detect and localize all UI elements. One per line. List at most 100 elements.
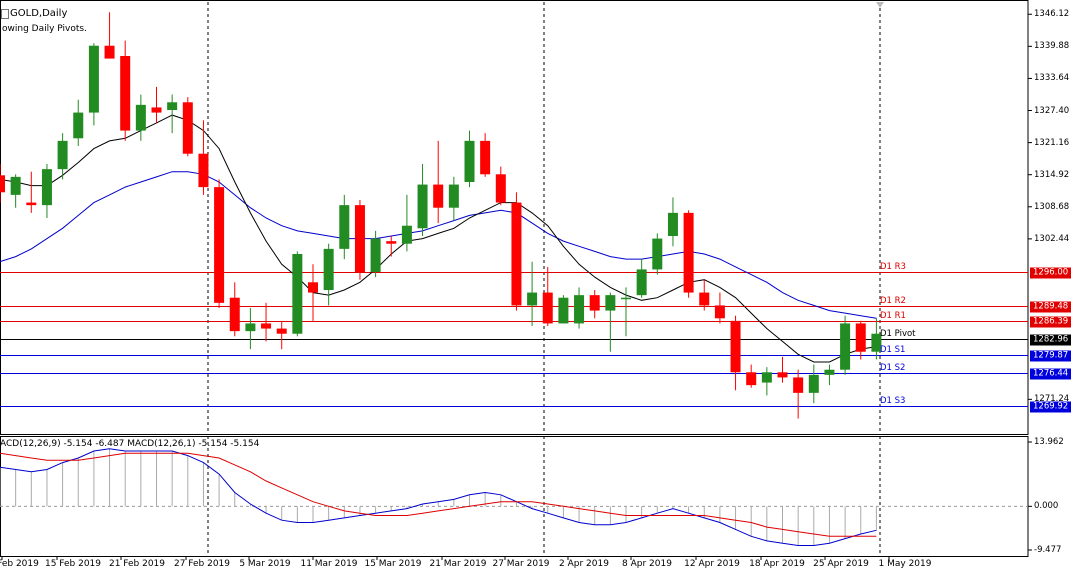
pivot-label: D1 R3 xyxy=(880,261,906,272)
candle-body xyxy=(574,295,585,324)
candle-body xyxy=(480,140,491,175)
candle-body xyxy=(495,174,506,203)
price-tick-label: 1327.40 xyxy=(1034,105,1070,116)
candle-body xyxy=(323,248,334,290)
candle-body xyxy=(683,212,694,293)
pivot-price-tag: 1289.48 xyxy=(1030,301,1071,312)
candle-body xyxy=(151,107,162,113)
candle-body xyxy=(840,323,851,370)
date-tick-label: 27 Mar 2019 xyxy=(492,559,550,569)
chart-shift-marker[interactable] xyxy=(876,2,884,8)
candle-body xyxy=(871,333,882,352)
candle-body xyxy=(808,374,819,393)
candle-body xyxy=(793,377,804,393)
pivot-label: D1 Pivot xyxy=(880,328,916,339)
candle-body xyxy=(417,184,428,229)
candle-body xyxy=(636,269,647,296)
price-tick-label: 1321.16 xyxy=(1034,137,1070,148)
candle-body xyxy=(120,56,131,131)
macd-label: ACD(12,26,9) -5.154 -6.487 MACD(12,26,1)… xyxy=(0,439,260,449)
candle-body xyxy=(527,292,538,306)
candle-body xyxy=(354,205,365,272)
candle-body xyxy=(261,323,272,329)
candle-body xyxy=(245,323,256,332)
macd-signal-line xyxy=(0,452,877,537)
candle-body xyxy=(292,254,303,334)
candle-body xyxy=(167,102,178,110)
candle-body xyxy=(730,320,741,373)
price-tick-label: 1308.68 xyxy=(1034,201,1070,212)
macd-pane-frame xyxy=(0,436,1029,557)
candle-body xyxy=(104,45,115,59)
candle-body xyxy=(589,295,600,311)
pivot-price-tag: 1276.44 xyxy=(1030,368,1071,379)
candle-body xyxy=(370,238,381,272)
candle-body xyxy=(699,292,710,306)
date-tick-label: 25 Apr 2019 xyxy=(813,559,869,569)
price-tick-label: 1314.92 xyxy=(1034,169,1070,180)
date-tick-label: 15 Feb 2019 xyxy=(44,559,102,569)
price-tick-label: 1271.24 xyxy=(1034,394,1070,405)
candle-body xyxy=(542,292,553,324)
pivot-price-tag: 1282.96 xyxy=(1030,334,1071,345)
candle-body xyxy=(26,202,37,206)
date-tick-label: Feb 2019 xyxy=(0,559,39,569)
candle-body xyxy=(714,305,725,319)
candle-body xyxy=(777,372,788,378)
candle-body xyxy=(135,104,146,131)
pivot-price-tag: 1279.87 xyxy=(1030,350,1071,361)
candle-body xyxy=(339,205,350,249)
candle-body xyxy=(511,202,522,306)
candle-body xyxy=(229,297,240,332)
candle-body xyxy=(401,225,412,244)
pivot-price-tag: 1296.00 xyxy=(1030,267,1071,278)
pivot-price-tag: 1286.39 xyxy=(1030,316,1071,327)
candle-body xyxy=(667,212,678,236)
candle-body xyxy=(433,184,444,208)
main-pane-frame xyxy=(0,0,1029,435)
candle-body xyxy=(605,295,616,311)
pivot-label: D1 R1 xyxy=(880,310,906,321)
price-tick-label: 1333.64 xyxy=(1034,73,1070,84)
candle-body xyxy=(10,176,21,195)
candle-body xyxy=(824,369,835,375)
date-tick-label: 21 Feb 2019 xyxy=(108,559,166,569)
candle-body xyxy=(0,175,5,193)
indicator-label: owing Daily Pivots. xyxy=(2,24,87,34)
date-tick-label: 21 Mar 2019 xyxy=(429,559,487,569)
price-tick-label: 1302.44 xyxy=(1034,233,1070,244)
pivot-label: D1 S3 xyxy=(880,395,906,406)
date-tick-label: 12 Apr 2019 xyxy=(684,559,740,569)
candle-body xyxy=(558,297,569,324)
candle-body xyxy=(41,169,52,206)
pivot-label: D1 R2 xyxy=(880,295,906,306)
candle-body xyxy=(621,297,631,300)
date-tick-label: 15 Mar 2019 xyxy=(364,559,422,569)
candle-body xyxy=(308,282,318,293)
ma-fast-line xyxy=(0,114,877,363)
pivot-label: D1 S1 xyxy=(880,344,906,355)
candle-body xyxy=(652,238,663,270)
price-tick-label: 1339.88 xyxy=(1034,41,1070,52)
candle-body xyxy=(276,328,287,334)
symbol-title: GOLD,Daily xyxy=(10,8,68,19)
candle-body xyxy=(761,372,772,383)
macd-tick-label: -9.477 xyxy=(1034,545,1062,555)
date-tick-label: 5 Mar 2019 xyxy=(239,559,291,569)
macd-tick-label: 0.000 xyxy=(1034,501,1059,512)
date-tick-label: 8 Apr 2019 xyxy=(622,559,672,569)
candle-body xyxy=(386,241,397,244)
candle-body xyxy=(198,153,209,188)
date-tick-label: 2 Apr 2019 xyxy=(559,559,609,569)
date-tick-label: 27 Feb 2019 xyxy=(173,559,231,569)
macd-tick-label: 13.962 xyxy=(1034,437,1064,447)
candle-body xyxy=(57,140,68,170)
ma-slow-line xyxy=(0,171,877,319)
macd-main-line xyxy=(0,448,877,546)
candle-body xyxy=(464,140,475,182)
pivot-price-tag: 1269.92 xyxy=(1030,401,1071,412)
candle-body xyxy=(448,184,459,208)
candle-body xyxy=(214,187,225,303)
candle-body xyxy=(855,323,866,352)
